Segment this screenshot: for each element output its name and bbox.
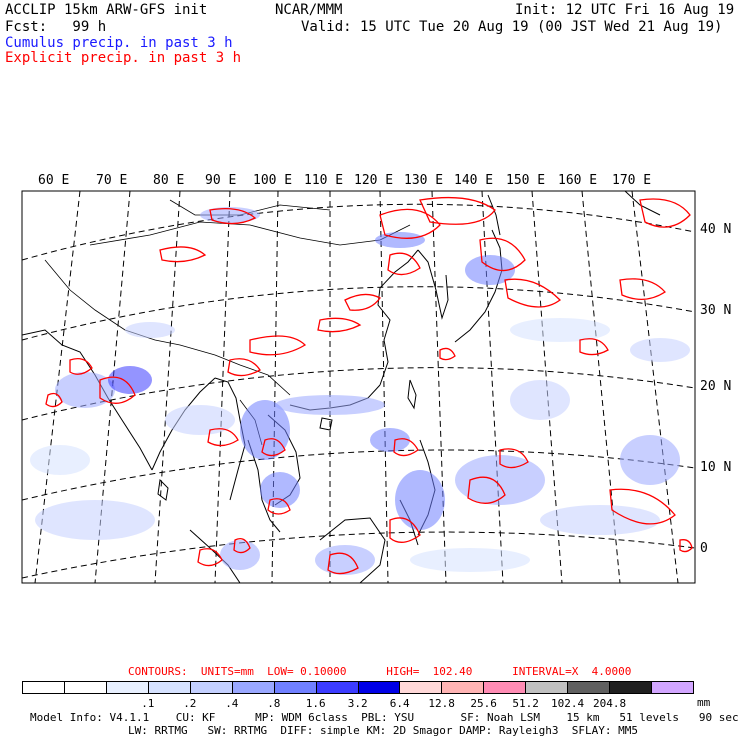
legend-swatch <box>652 682 693 693</box>
lon-label-150e: 150 E <box>506 173 546 188</box>
model-info-line2: LW: RRTMG SW: RRTMG DIFF: simple KM: 2D … <box>128 724 638 737</box>
legend-swatch <box>400 682 443 693</box>
legend-swatch <box>274 682 317 693</box>
legend-swatch <box>23 682 65 693</box>
color-scale-legend <box>22 681 694 694</box>
legend-swatch <box>232 682 275 693</box>
legend-tick-label: 6.4 <box>389 697 410 710</box>
lon-label-170e: 170 E <box>612 173 652 188</box>
legend-swatch <box>106 682 149 693</box>
legend-swatch <box>64 682 107 693</box>
legend-swatch <box>484 682 527 693</box>
lon-label-100e: 100 E <box>253 173 293 188</box>
legend-tick-label: 51.2 <box>512 697 539 710</box>
legend-swatch <box>568 682 611 693</box>
lat-label-40n: 40 N <box>700 222 732 237</box>
model-info-line1: Model Info: V4.1.1 CU: KF MP: WDM 6class… <box>30 711 739 724</box>
lon-label-60e: 60 E <box>38 173 70 188</box>
forecast-hour: Fcst: 99 h <box>5 19 107 35</box>
lat-label-0: 0 <box>700 541 708 556</box>
lon-label-70e: 70 E <box>96 173 128 188</box>
lon-label-120e: 120 E <box>354 173 394 188</box>
legend-tick-label: 102.4 <box>551 697 585 710</box>
legend-tick-label: 25.6 <box>470 697 497 710</box>
lat-label-30n: 30 N <box>700 303 732 318</box>
lon-label-90e: 90 E <box>205 173 237 188</box>
lon-label-160e: 160 E <box>558 173 598 188</box>
lon-label-140e: 140 E <box>454 173 494 188</box>
lon-label-130e: 130 E <box>404 173 444 188</box>
contour-info: CONTOURS: UNITS=mm LOW= 0.10000 HIGH= 10… <box>128 665 632 678</box>
cumulus-precip <box>30 207 690 575</box>
run-title: ACCLIP 15km ARW-GFS init <box>5 2 208 18</box>
legend-tick-label: .1 <box>141 697 155 710</box>
legend-swatch <box>358 682 401 693</box>
lon-label-80e: 80 E <box>153 173 185 188</box>
init-time: Init: 12 UTC Fri 16 Aug 19 <box>515 2 735 18</box>
map-frame <box>21 190 696 584</box>
legend-tick-label: 204.8 <box>593 697 627 710</box>
legend-swatch <box>610 682 653 693</box>
legend-tick-label: 1.6 <box>305 697 326 710</box>
legend-swatch <box>148 682 191 693</box>
legend-tick-label: .4 <box>225 697 239 710</box>
legend-tick-label: .8 <box>267 697 281 710</box>
valid-time: Valid: 15 UTC Tue 20 Aug 19 (00 JST Wed … <box>301 19 723 35</box>
lat-label-10n: 10 N <box>700 460 732 475</box>
cumulus-legend-label: Cumulus precip. in past 3 h <box>5 35 233 51</box>
explicit-legend-label: Explicit precip. in past 3 h <box>5 50 242 66</box>
legend-tick-label: 3.2 <box>347 697 368 710</box>
legend-swatch <box>190 682 233 693</box>
explicit-precip-contours <box>45 196 693 575</box>
legend-tick-label: 12.8 <box>428 697 455 710</box>
institution-label: NCAR/MMM <box>275 2 343 18</box>
legend-swatch <box>442 682 485 693</box>
lat-label-20n: 20 N <box>700 379 732 394</box>
lon-label-110e: 110 E <box>304 173 344 188</box>
legend-swatch <box>526 682 569 693</box>
legend-units: mm <box>697 696 711 709</box>
legend-tick-label: .2 <box>183 697 197 710</box>
parallel-lines <box>22 203 695 579</box>
legend-swatch <box>316 682 359 693</box>
